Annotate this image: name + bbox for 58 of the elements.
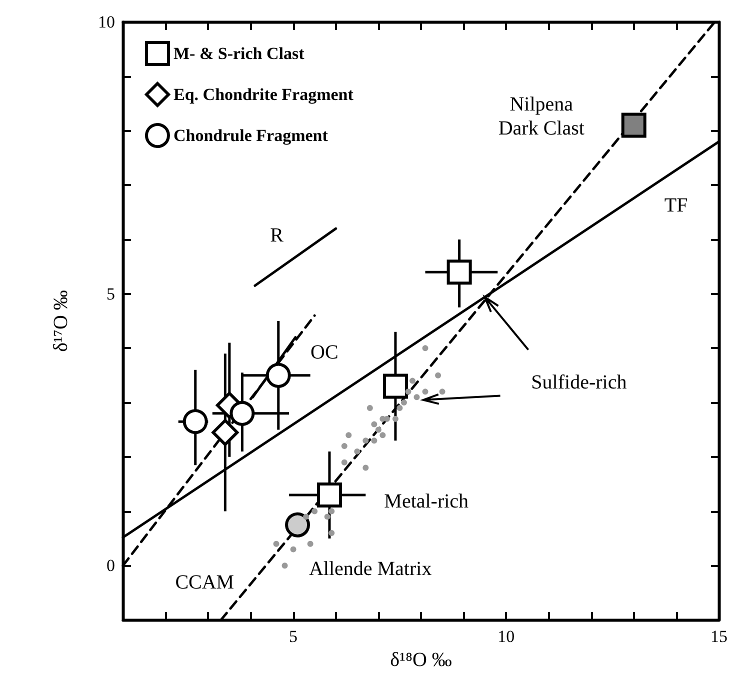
point [405,388,412,395]
point [380,432,386,438]
y-tick-label: 0 [106,556,115,576]
annotation: TF [664,194,688,217]
x-tick-label: 15 [710,627,728,646]
legend-label: M- & S-rich Clast [174,44,305,63]
point [439,388,446,395]
point [422,388,428,395]
x-tick-label: 10 [498,627,515,646]
point [362,438,369,444]
legend-label: Eq. Chondrite Fragment [174,85,354,104]
point [266,362,291,388]
point [307,540,314,547]
point [346,432,352,438]
point [182,409,208,434]
point [324,514,330,520]
point [212,418,239,446]
annotation: OC [310,342,338,364]
annotation: CCAM [175,571,234,594]
point [422,345,428,352]
annotation: Metal-rich [384,490,469,513]
x-axis-title: δ¹⁸O ‰ [390,648,452,671]
point [366,404,373,411]
annotation: Nilpena Dark Clast [498,93,585,140]
point [282,562,288,569]
point [312,508,318,514]
point [341,459,348,466]
point [354,448,360,454]
point [414,394,420,400]
point [303,514,310,520]
point [392,416,398,422]
point [409,378,416,384]
annotation: Sulfide-rich [531,372,627,394]
point [621,112,646,138]
point [285,512,310,538]
legend-label: Chondrule Fragment [174,126,328,145]
point [230,400,255,426]
point [362,464,369,471]
point [400,400,407,406]
x-tick-label: 5 [289,627,298,646]
y-axis-title: δ¹⁷O ‰ [50,290,72,352]
y-tick-label: 5 [106,284,115,304]
point [328,508,335,514]
annotation: Allende Matrix [308,558,432,580]
point [328,530,335,536]
annotation: R [270,224,284,246]
point [371,438,378,444]
point [375,426,382,433]
point [435,372,442,378]
point [382,374,408,399]
point [341,443,348,450]
point [396,404,403,411]
point [316,482,342,508]
point [290,546,296,552]
point [273,540,280,547]
point [371,421,378,428]
y-tick-label: 10 [98,12,115,32]
point [446,260,472,285]
